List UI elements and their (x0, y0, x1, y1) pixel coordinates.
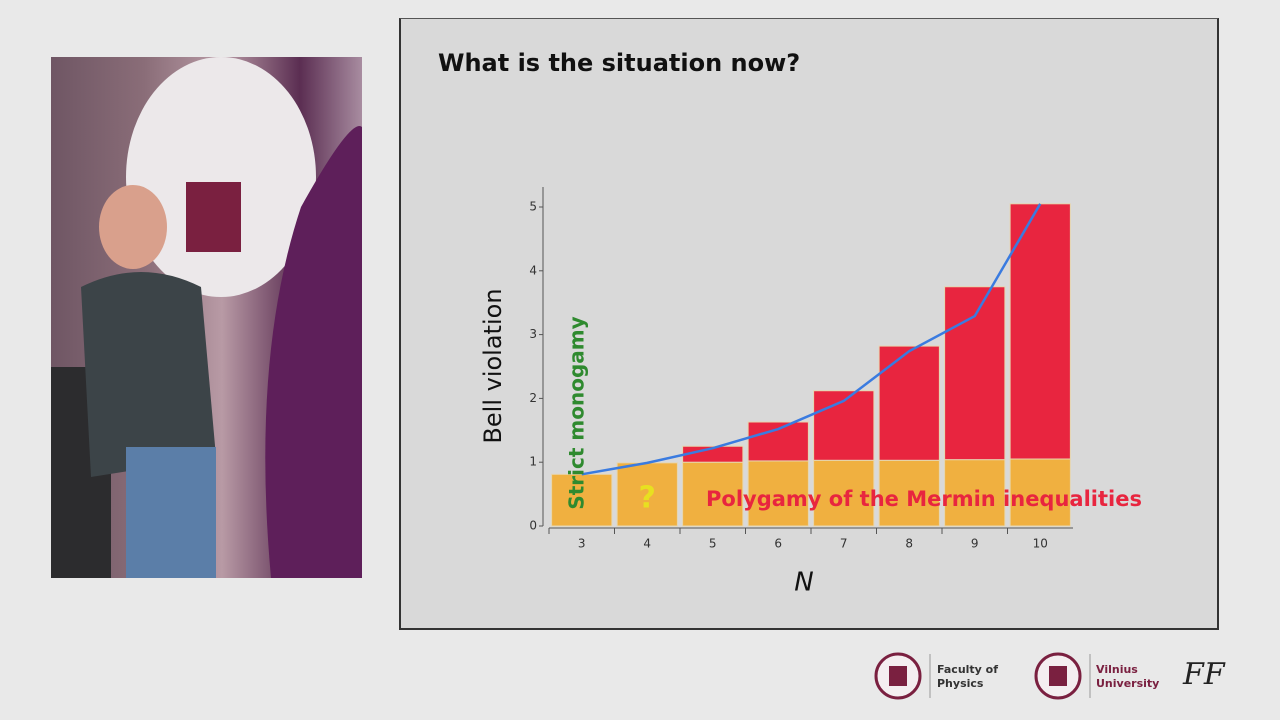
jeans (126, 447, 216, 578)
slide-title: What is the situation now? (438, 49, 800, 77)
x-tick-label: 9 (971, 537, 979, 551)
faculty-logo (874, 652, 931, 700)
y-tick-label: 1 (529, 455, 537, 469)
video-scene (51, 57, 362, 578)
y-tick-label: 3 (529, 327, 537, 341)
bar-segment (747, 460, 809, 527)
x-tick-label: 10 (1033, 537, 1048, 551)
annotation-polygamy: Polygamy of the Mermin inequalities (706, 487, 1142, 511)
bar-segment (944, 286, 1006, 461)
x-tick-label: 3 (578, 537, 586, 551)
bar-segment (747, 421, 809, 462)
faculty-text: Faculty of Physics (937, 663, 999, 690)
bar-segment (944, 459, 1006, 527)
x-tick-label: 8 (905, 537, 913, 551)
speaker-video (51, 57, 362, 578)
x-tick-label: 7 (840, 537, 848, 551)
chart: What is the situation now? 0 1 2 3 4 5 3 4 5 6 7 8 9… (438, 49, 1142, 598)
bar-segment (682, 461, 744, 527)
x-tick-label: 5 (709, 537, 717, 551)
x-tick-label: 6 (774, 537, 782, 551)
curve (581, 203, 1042, 476)
bar-segment (1009, 458, 1071, 527)
x-tick-label: 4 (643, 537, 651, 551)
university-text: Vilnius University (1096, 663, 1160, 690)
seal-crest (889, 666, 907, 686)
bar-segment (813, 459, 875, 527)
crest (186, 182, 241, 252)
head (99, 185, 167, 269)
bar-segment (813, 390, 875, 461)
x-axis-label: N (794, 568, 813, 598)
y-tick-label: 0 (529, 519, 537, 533)
y-tick-label: 4 (529, 263, 537, 277)
bar-segment (551, 473, 613, 527)
banner (126, 57, 316, 297)
y-tick-label: 5 (529, 200, 537, 214)
y-axis-label: Bell violation (479, 288, 507, 443)
bar-segment (616, 462, 678, 527)
bar-segment (878, 345, 940, 461)
university-logo (1034, 652, 1091, 700)
ff-logo: FF (1183, 657, 1225, 692)
y-tick-label: 2 (529, 391, 537, 405)
annotation-monogamy: Strict monogamy (565, 316, 589, 509)
seal-crest (1049, 666, 1067, 686)
slide: What is the situation now? 0 1 2 3 4 5 3 4 5 6 7 8 9… (399, 18, 1219, 630)
jacket (81, 272, 216, 477)
drape (265, 126, 362, 578)
annotation-question: ? (639, 481, 656, 516)
